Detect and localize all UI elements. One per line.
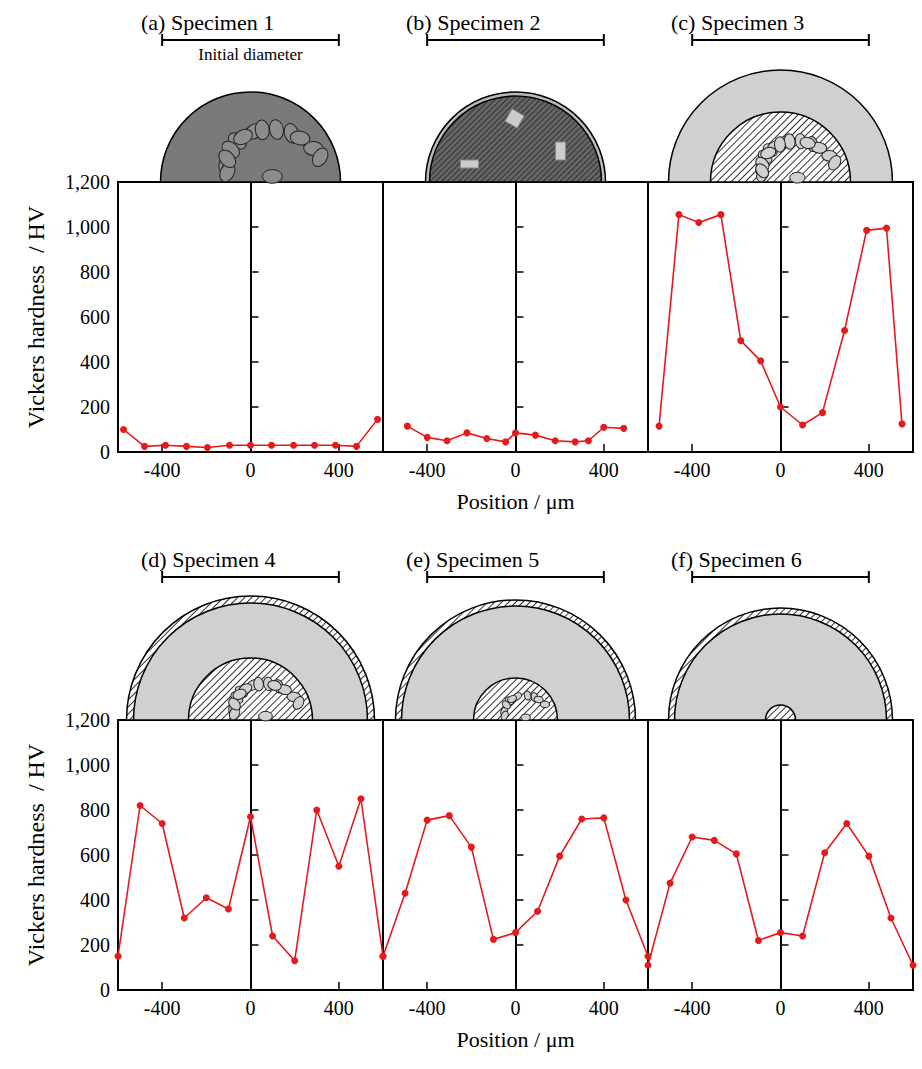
svg-text:-400: -400 (409, 997, 446, 1019)
svg-text:(e) Specimen 5: (e) Specimen 5 (406, 547, 539, 572)
svg-text:1,000: 1,000 (65, 216, 110, 238)
svg-text:Vickers hardness / HV: Vickers hardness / HV (23, 743, 49, 966)
svg-text:-400: -400 (144, 459, 181, 481)
svg-text:200: 200 (80, 396, 110, 418)
svg-text:0: 0 (511, 459, 521, 481)
svg-text:400: 400 (80, 889, 110, 911)
svg-text:-400: -400 (409, 459, 446, 481)
svg-text:0: 0 (776, 459, 786, 481)
svg-text:Vickers hardness / HV: Vickers hardness / HV (23, 205, 49, 428)
svg-text:(c) Specimen 3: (c) Specimen 3 (671, 10, 804, 35)
svg-text:0: 0 (776, 997, 786, 1019)
svg-text:1,200: 1,200 (65, 171, 110, 193)
svg-text:Position / μm: Position / μm (456, 489, 574, 514)
svg-text:-400: -400 (144, 997, 181, 1019)
svg-text:(f) Specimen 6: (f) Specimen 6 (671, 547, 802, 572)
svg-text:0: 0 (100, 979, 110, 1001)
svg-text:200: 200 (80, 934, 110, 956)
svg-text:Initial diameter: Initial diameter (198, 45, 303, 64)
svg-text:(d) Specimen 4: (d) Specimen 4 (141, 547, 275, 572)
svg-text:0: 0 (246, 459, 256, 481)
svg-text:-400: -400 (674, 997, 711, 1019)
svg-text:-400: -400 (674, 459, 711, 481)
svg-text:400: 400 (80, 351, 110, 373)
svg-text:(b) Specimen 2: (b) Specimen 2 (406, 10, 540, 35)
svg-text:400: 400 (324, 997, 354, 1019)
svg-text:0: 0 (511, 997, 521, 1019)
svg-text:(a) Specimen 1: (a) Specimen 1 (141, 10, 274, 35)
svg-text:800: 800 (80, 799, 110, 821)
svg-text:1,200: 1,200 (65, 709, 110, 731)
svg-text:400: 400 (589, 997, 619, 1019)
svg-text:800: 800 (80, 261, 110, 283)
svg-text:600: 600 (80, 306, 110, 328)
svg-text:400: 400 (324, 459, 354, 481)
svg-text:400: 400 (854, 997, 884, 1019)
svg-text:0: 0 (100, 441, 110, 463)
svg-text:400: 400 (854, 459, 884, 481)
svg-text:600: 600 (80, 844, 110, 866)
svg-text:1,000: 1,000 (65, 754, 110, 776)
svg-text:400: 400 (589, 459, 619, 481)
svg-text:0: 0 (246, 997, 256, 1019)
svg-text:Position / μm: Position / μm (456, 1027, 574, 1052)
